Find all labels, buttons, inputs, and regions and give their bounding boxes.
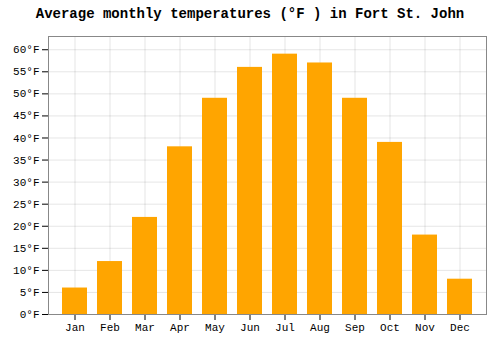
svg-text:20°F: 20°F: [13, 221, 39, 233]
svg-text:Aug: Aug: [310, 322, 330, 334]
svg-text:May: May: [205, 322, 225, 334]
svg-text:10°F: 10°F: [13, 265, 39, 277]
svg-text:50°F: 50°F: [13, 88, 39, 100]
svg-text:Apr: Apr: [170, 322, 190, 334]
svg-text:Dec: Dec: [450, 322, 470, 334]
svg-text:5°F: 5°F: [20, 287, 40, 299]
svg-text:Nov: Nov: [415, 322, 435, 334]
svg-text:Mar: Mar: [135, 322, 155, 334]
svg-text:35°F: 35°F: [13, 155, 39, 167]
html-text:Average monthly temperatures (: Average monthly temperatures (°F ) in Fo…: [35, 6, 465, 22]
svg-text:Jun: Jun: [240, 322, 260, 334]
svg-text:60°F: 60°F: [13, 44, 39, 56]
svg-text:40°F: 40°F: [13, 133, 39, 145]
svg-text:30°F: 30°F: [13, 177, 39, 189]
svg-text:Jul: Jul: [275, 322, 295, 334]
svg-text:45°F: 45°F: [13, 110, 39, 122]
svg-text:Sep: Sep: [345, 322, 365, 334]
svg-text:Feb: Feb: [100, 322, 120, 334]
svg-text:15°F: 15°F: [13, 243, 39, 255]
svg-text:Oct: Oct: [380, 322, 400, 334]
svg-text:Jan: Jan: [65, 322, 85, 334]
svg-text:55°F: 55°F: [13, 66, 39, 78]
svg-text:0°F: 0°F: [20, 309, 40, 321]
svg-text:25°F: 25°F: [13, 199, 39, 211]
